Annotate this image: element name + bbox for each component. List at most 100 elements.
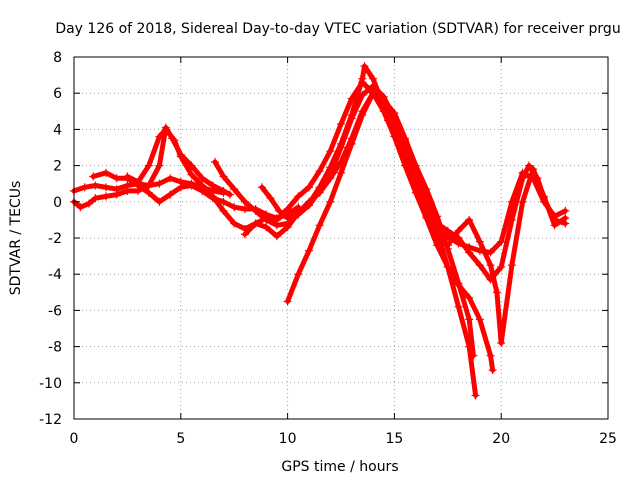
y-tick-label: -8 — [48, 340, 62, 356]
data-point — [486, 248, 495, 257]
x-tick-label: 25 — [599, 431, 617, 447]
data-point — [240, 197, 249, 206]
data-point — [144, 161, 153, 170]
data-point — [134, 177, 143, 186]
data-point — [465, 315, 474, 324]
series-layer — [70, 62, 570, 400]
data-point — [251, 219, 260, 228]
x-axis-ticks: 0 5 10 15 20 25 — [70, 57, 617, 447]
data-point — [225, 190, 234, 199]
y-tick-label: 6 — [53, 86, 62, 102]
data-point — [262, 214, 271, 223]
data-point — [315, 221, 324, 230]
data-point — [369, 89, 378, 98]
data-point — [550, 221, 559, 230]
y-tick-label: 2 — [53, 159, 62, 175]
data-point — [262, 223, 271, 232]
data-point — [486, 351, 495, 360]
data-point — [155, 132, 164, 141]
data-point — [465, 342, 474, 351]
x-tick-label: 15 — [385, 431, 403, 447]
series-line — [285, 90, 568, 304]
data-point — [492, 288, 501, 297]
data-point — [337, 119, 345, 128]
data-point — [443, 226, 452, 235]
data-point — [507, 215, 516, 224]
y-axis-label: SDTVAR / TECUs — [8, 181, 24, 296]
data-point — [170, 136, 179, 145]
data-point — [266, 194, 275, 203]
data-point — [84, 199, 93, 208]
data-point — [518, 197, 527, 206]
data-point — [166, 174, 175, 183]
data-point — [488, 366, 497, 375]
data-point — [230, 219, 239, 228]
data-point — [401, 136, 410, 145]
x-tick-label: 20 — [492, 431, 510, 447]
data-point — [433, 230, 442, 239]
data-point — [219, 172, 228, 181]
data-point — [337, 168, 345, 177]
data-point — [390, 121, 399, 130]
data-point — [166, 190, 175, 199]
data-point — [475, 261, 484, 270]
data-point — [123, 172, 132, 181]
data-point — [471, 391, 480, 400]
data-point — [294, 192, 303, 201]
data-point — [102, 168, 111, 177]
data-point — [315, 167, 324, 176]
data-point — [219, 186, 228, 195]
data-point — [208, 192, 217, 201]
data-point — [198, 174, 207, 183]
data-point — [454, 226, 463, 235]
data-point — [433, 219, 442, 228]
data-point — [176, 152, 185, 161]
chart-title: Day 126 of 2018, Sidereal Day-to-day VTE… — [55, 21, 620, 37]
data-point — [155, 197, 164, 206]
data-point — [198, 181, 207, 190]
data-point — [337, 139, 345, 148]
data-point — [561, 206, 570, 215]
data-point — [80, 183, 89, 192]
data-point — [475, 237, 484, 246]
data-point — [123, 186, 132, 195]
data-point — [475, 315, 484, 324]
data-point — [112, 174, 121, 183]
y-tick-label: -4 — [48, 267, 62, 283]
data-point — [112, 190, 121, 199]
data-point — [304, 246, 313, 255]
data-point — [240, 205, 249, 214]
data-point — [497, 338, 506, 347]
data-point — [422, 212, 431, 221]
data-point — [91, 181, 100, 190]
data-point — [379, 98, 388, 107]
data-point — [257, 183, 266, 192]
data-point — [230, 185, 239, 194]
series-line — [71, 125, 233, 210]
data-point — [102, 192, 111, 201]
data-point — [369, 74, 378, 83]
data-point — [283, 214, 292, 223]
data-point — [326, 163, 335, 172]
data-point — [358, 110, 367, 119]
data-point — [102, 183, 111, 192]
data-point — [272, 232, 281, 241]
data-point — [326, 197, 335, 206]
data-point — [304, 199, 313, 208]
data-point — [294, 270, 303, 279]
data-point — [144, 188, 153, 197]
data-point — [219, 206, 228, 215]
data-point — [518, 174, 527, 183]
data-point — [524, 161, 533, 170]
y-tick-label: 4 — [53, 122, 62, 138]
series-9 — [383, 116, 570, 347]
data-point — [497, 237, 506, 246]
data-point — [230, 203, 239, 212]
y-tick-label: -6 — [48, 303, 62, 319]
data-point — [89, 172, 98, 181]
data-point — [443, 241, 452, 250]
data-point — [91, 194, 100, 203]
x-axis-label: GPS time / hours — [281, 459, 398, 475]
data-point — [275, 206, 284, 215]
